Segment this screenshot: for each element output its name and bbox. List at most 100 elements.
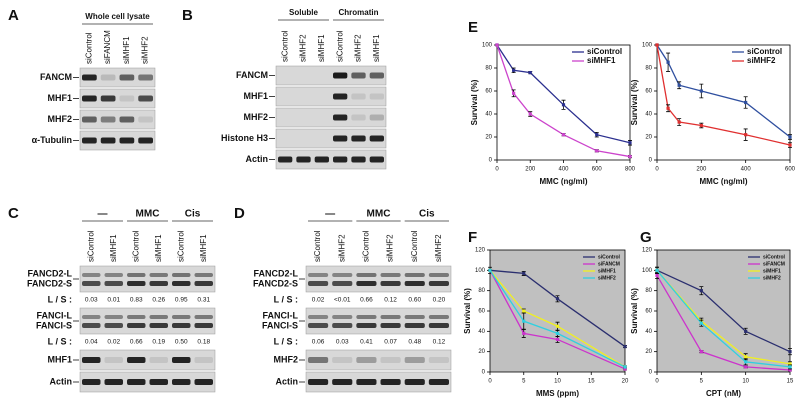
blot-band	[119, 74, 135, 81]
blot-header: Whole cell lysate	[85, 12, 150, 21]
ratio-value: 0.41	[360, 339, 373, 346]
y-tick-label: 80	[645, 66, 652, 72]
blot-band	[369, 135, 384, 142]
y-tick-label: 0	[489, 158, 493, 164]
blot-header: Cis	[419, 209, 435, 220]
point-marker	[788, 135, 792, 139]
point-marker	[666, 60, 670, 64]
ratio-value: 0.01	[107, 297, 120, 304]
ratio-value: 0.31	[197, 297, 210, 304]
point-marker	[699, 89, 703, 93]
blot-band	[194, 379, 213, 385]
row-label: FANCD2-L	[254, 268, 299, 278]
point-marker	[528, 71, 532, 75]
blot-band	[194, 323, 213, 328]
series-line	[496, 44, 631, 144]
blot-band	[104, 273, 123, 277]
blot-band	[100, 116, 116, 123]
lane-label: siMHF1	[372, 34, 381, 62]
panel-label: A	[8, 7, 19, 24]
blot-strip	[79, 371, 216, 393]
blot-band	[356, 357, 377, 363]
y-tick-label: 120	[642, 248, 653, 254]
x-tick-label: 200	[525, 167, 536, 173]
blot-strip	[305, 349, 452, 371]
blot-band	[138, 95, 153, 102]
lane-label: siMHF2	[386, 234, 395, 262]
lane-label: siMHF2	[141, 36, 150, 64]
lane-label: siMHF1	[109, 234, 118, 262]
blot-band	[172, 357, 191, 363]
lane-label: siControl	[335, 30, 344, 62]
legend-label: siControl	[747, 47, 782, 56]
ratio-label: L / S :	[48, 294, 72, 304]
blot-band	[404, 323, 425, 328]
point-marker	[522, 271, 526, 275]
blot-band	[380, 357, 401, 363]
point-marker	[788, 350, 792, 354]
blot-band	[138, 116, 153, 123]
series-line	[656, 44, 791, 138]
row-label: FANCI-L	[263, 310, 299, 320]
series-line	[656, 269, 791, 353]
blot-band	[308, 273, 329, 277]
blot-band	[82, 323, 101, 328]
y-tick-label: 100	[642, 43, 653, 49]
x-axis-label: MMS (ppm)	[536, 389, 579, 398]
blot-band	[119, 137, 135, 144]
row-label: FANCD2-S	[27, 278, 72, 288]
row-label: FANCI-S	[36, 320, 72, 330]
blot-band	[351, 114, 366, 121]
blot-header: —	[325, 209, 335, 220]
x-axis-label: MMC (ng/ml)	[700, 177, 748, 186]
blot-band	[404, 315, 425, 319]
point-marker	[655, 43, 659, 47]
blot-band	[172, 273, 191, 277]
ratio-label: L / S :	[274, 336, 298, 346]
ratio-value: 0.12	[384, 297, 397, 304]
lane-label: siControl	[410, 230, 419, 262]
blot-band	[428, 281, 449, 286]
blot-band	[332, 357, 353, 363]
y-tick-label: 40	[645, 329, 652, 335]
blot-band	[104, 357, 123, 363]
blot-band	[369, 72, 384, 79]
lane-label: siMHF2	[299, 34, 308, 62]
x-tick-label: 600	[785, 167, 796, 173]
blot-band	[149, 379, 168, 385]
x-tick-label: 400	[558, 167, 569, 173]
point-marker	[788, 368, 792, 372]
blot-band	[380, 281, 401, 286]
series-line	[489, 269, 626, 368]
row-label: MHF2	[274, 354, 299, 364]
blot-band	[82, 357, 101, 363]
blot-band	[149, 281, 168, 286]
blot-band	[138, 137, 153, 144]
blot-header: Chromatin	[339, 8, 379, 17]
blot-strip	[79, 349, 216, 371]
blot-strip	[275, 65, 387, 86]
x-tick-label: 600	[592, 167, 603, 173]
point-marker	[788, 143, 792, 147]
blot-band	[351, 135, 366, 142]
ratio-value: 0.48	[408, 339, 421, 346]
ratio-value: 0.66	[130, 339, 143, 346]
ratio-value: 0.03	[336, 339, 349, 346]
blot-band	[127, 357, 146, 363]
point-marker	[677, 83, 681, 87]
blot-band	[194, 281, 213, 286]
row-label: FANCM	[236, 70, 268, 80]
blot-band	[100, 137, 116, 144]
blot-band	[404, 281, 425, 286]
x-tick-label: 5	[700, 379, 704, 385]
y-tick-label: 20	[478, 349, 485, 355]
blot-band	[404, 273, 425, 277]
blot-band	[100, 74, 116, 81]
point-marker	[744, 360, 748, 364]
point-marker	[522, 331, 526, 335]
x-axis-label: CPT (nM)	[706, 389, 741, 398]
blot-strip	[79, 265, 216, 293]
x-tick-label: 5	[522, 379, 526, 385]
blot-header: Cis	[185, 209, 201, 220]
point-marker	[595, 133, 599, 137]
